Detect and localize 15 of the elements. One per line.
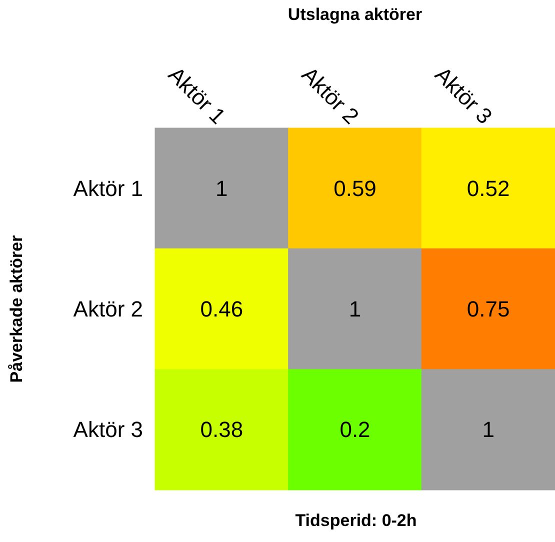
y-tick-label: Aktör 2	[73, 296, 143, 322]
y-tick-label: Aktör 1	[73, 176, 143, 201]
data-label: 0.38	[200, 417, 244, 442]
data-label: 0.46	[200, 296, 244, 322]
data-label: 1	[216, 176, 228, 201]
y-axis-title: Påverkade aktörer	[7, 234, 26, 383]
text: Tidsperid: 0-2h	[295, 511, 417, 530]
data-label: 1	[348, 296, 362, 322]
y-tick-label: Aktör 3	[73, 417, 143, 442]
data-label: 0.2	[340, 417, 370, 442]
data-label: 0.75	[466, 296, 510, 322]
x-axis-title: Utslagna aktörer	[288, 5, 422, 24]
data-label: 0.59	[334, 176, 376, 201]
data-label: 1	[482, 417, 494, 442]
data-label: 0.52	[466, 176, 510, 201]
